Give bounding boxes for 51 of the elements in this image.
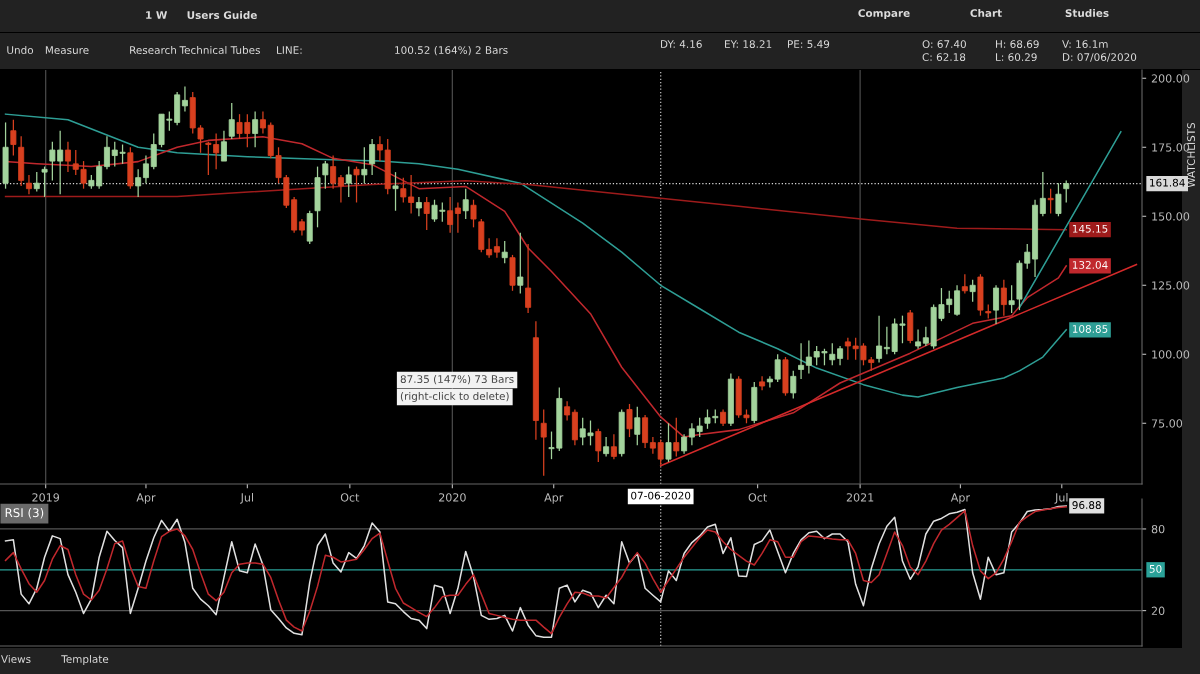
- text: O: 67.40: [922, 40, 966, 49]
- x-tick-label: Oct: [748, 493, 767, 502]
- data-label: 96.88: [1072, 501, 1101, 509]
- text: Undo: [7, 45, 34, 55]
- y-tick-label: 125.00: [1152, 281, 1190, 290]
- y-tick-label: 175.00: [1152, 143, 1190, 152]
- x-tick-label: Apr: [950, 493, 970, 504]
- ref-line-label: 161.84: [1150, 178, 1185, 187]
- text: LINE:: [277, 46, 302, 54]
- text: 1 W: [146, 11, 168, 19]
- text: H: 68.69: [996, 40, 1039, 49]
- text: PE: 5.49: [788, 40, 830, 49]
- text: WATCHLISTS: [1187, 122, 1196, 188]
- y-tick-label: 75.00: [1151, 419, 1183, 428]
- x-tick-label: 2019: [32, 493, 60, 502]
- text: Template: [61, 654, 109, 666]
- x-tick-label: Jul: [240, 493, 253, 504]
- text: Studies: [1065, 8, 1109, 18]
- x-tick-label: Jul: [1054, 493, 1068, 504]
- ref-line-label: 07-06-2020: [631, 491, 691, 500]
- text: L: 60.29: [996, 53, 1037, 62]
- data-label: 132.04: [1072, 260, 1108, 269]
- text: V: 16.1m: [1062, 40, 1108, 49]
- text: Views: [1, 654, 31, 664]
- y-tick-label: 150.00: [1152, 212, 1190, 221]
- text: RSI (3): [5, 508, 44, 519]
- text: D: 07/06/2020: [1063, 53, 1137, 62]
- text: DY: 4.16: [661, 40, 702, 49]
- ref-line-label: 50: [1149, 564, 1162, 573]
- text: Technical Tubes: [179, 45, 260, 55]
- y-tick-label: 80: [1151, 524, 1165, 534]
- y-tick-label: 20: [1151, 606, 1165, 615]
- x-tick-label: Oct: [340, 493, 360, 502]
- x-tick-label: Apr: [136, 493, 156, 504]
- text: Compare: [858, 9, 910, 20]
- annotation: 87.35 (147%) 73 Bars: [400, 374, 514, 385]
- text: Chart: [970, 8, 1002, 18]
- text: EY: 18.21: [725, 40, 772, 49]
- x-tick-label: 2020: [439, 493, 466, 502]
- x-tick-label: Apr: [544, 493, 564, 504]
- text: C: 62.18: [922, 53, 966, 62]
- y-tick-label: 100.00: [1152, 350, 1190, 359]
- data-label: 145.15: [1072, 224, 1108, 233]
- text: Measure: [45, 46, 89, 55]
- data-label: 108.85: [1072, 325, 1108, 333]
- text: 100.52 (164%) 2 Bars: [395, 45, 508, 56]
- text: Users Guide: [187, 10, 257, 20]
- text: Research: [130, 45, 176, 55]
- x-tick-label: 2021: [846, 493, 874, 502]
- y-tick-label: 200.00: [1151, 74, 1190, 83]
- annotation: (right-click to delete): [400, 391, 509, 403]
